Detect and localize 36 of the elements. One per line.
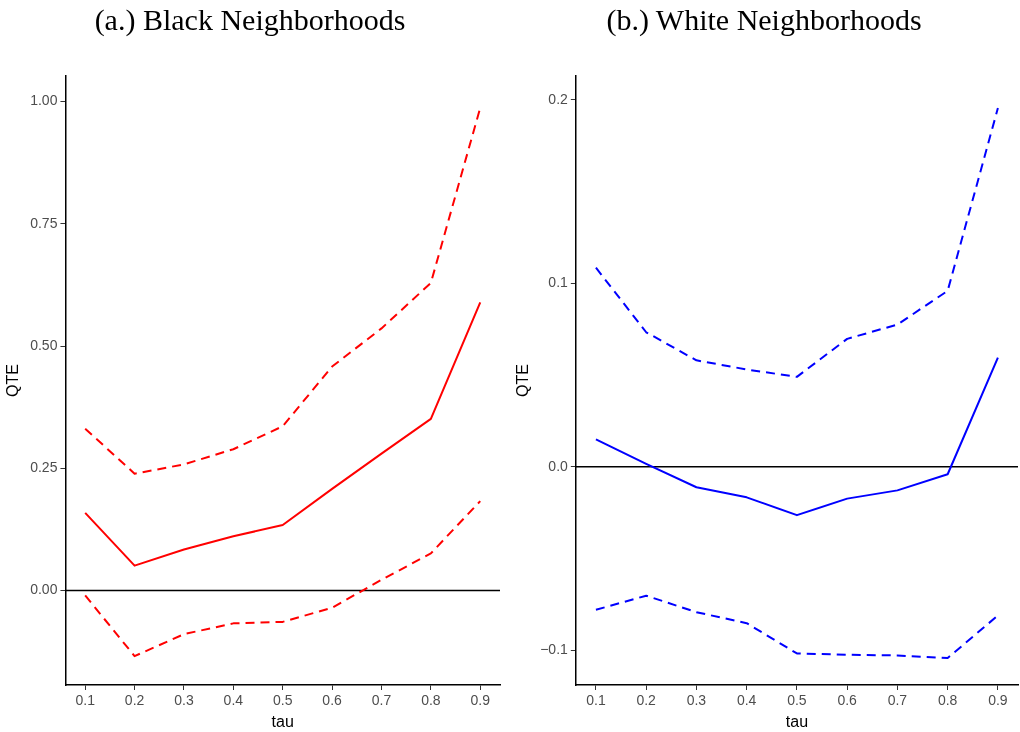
chart-title: (a.) Black Neighborhoods bbox=[94, 2, 406, 37]
x-tick-label: 0.1 bbox=[586, 692, 606, 709]
line-series bbox=[594, 594, 999, 660]
x-tick-label: 0.9 bbox=[470, 692, 491, 709]
y-tick-label: −0.1 bbox=[540, 641, 569, 658]
x-tick-label: 0.8 bbox=[421, 692, 441, 709]
chart-title: (b.) White Neighborhoods bbox=[606, 2, 922, 37]
x-tick-label: 0.9 bbox=[988, 692, 1008, 709]
x-tick-label: 0.6 bbox=[322, 692, 343, 709]
y-tick-label: 0.25 bbox=[30, 459, 58, 476]
y-tick-label: 0.75 bbox=[30, 214, 58, 231]
y-tick-label: 1.00 bbox=[30, 92, 58, 109]
x-tick-label: 0.7 bbox=[887, 692, 908, 709]
y-tick-label: 0.2 bbox=[548, 90, 569, 107]
y-axis-title: QTE bbox=[4, 364, 22, 397]
x-tick-label: 0.5 bbox=[272, 692, 293, 709]
line-series bbox=[594, 107, 999, 378]
x-axis-title: tau bbox=[785, 712, 809, 730]
x-tick-label: 0.4 bbox=[223, 692, 244, 709]
x-axis-title: tau bbox=[271, 712, 294, 730]
x-tick-label: 0.7 bbox=[371, 692, 392, 709]
x-tick-label: 0.8 bbox=[937, 692, 958, 709]
x-tick-label: 0.1 bbox=[75, 692, 96, 709]
y-tick-label: 0.00 bbox=[30, 581, 58, 598]
y-tick-label: 0.0 bbox=[548, 457, 569, 474]
y-axis-title: QTE bbox=[514, 364, 532, 397]
x-tick-label: 0.4 bbox=[736, 692, 757, 709]
x-tick-label: 0.5 bbox=[787, 692, 807, 709]
line-series bbox=[84, 500, 482, 658]
y-tick-label: 0.1 bbox=[548, 274, 569, 291]
x-tick-label: 0.2 bbox=[124, 692, 145, 709]
x-tick-label: 0.3 bbox=[686, 692, 707, 709]
x-tick-label: 0.2 bbox=[636, 692, 657, 709]
x-tick-label: 0.6 bbox=[837, 692, 858, 709]
x-tick-label: 0.3 bbox=[174, 692, 194, 709]
y-tick-label: 0.50 bbox=[30, 336, 58, 353]
